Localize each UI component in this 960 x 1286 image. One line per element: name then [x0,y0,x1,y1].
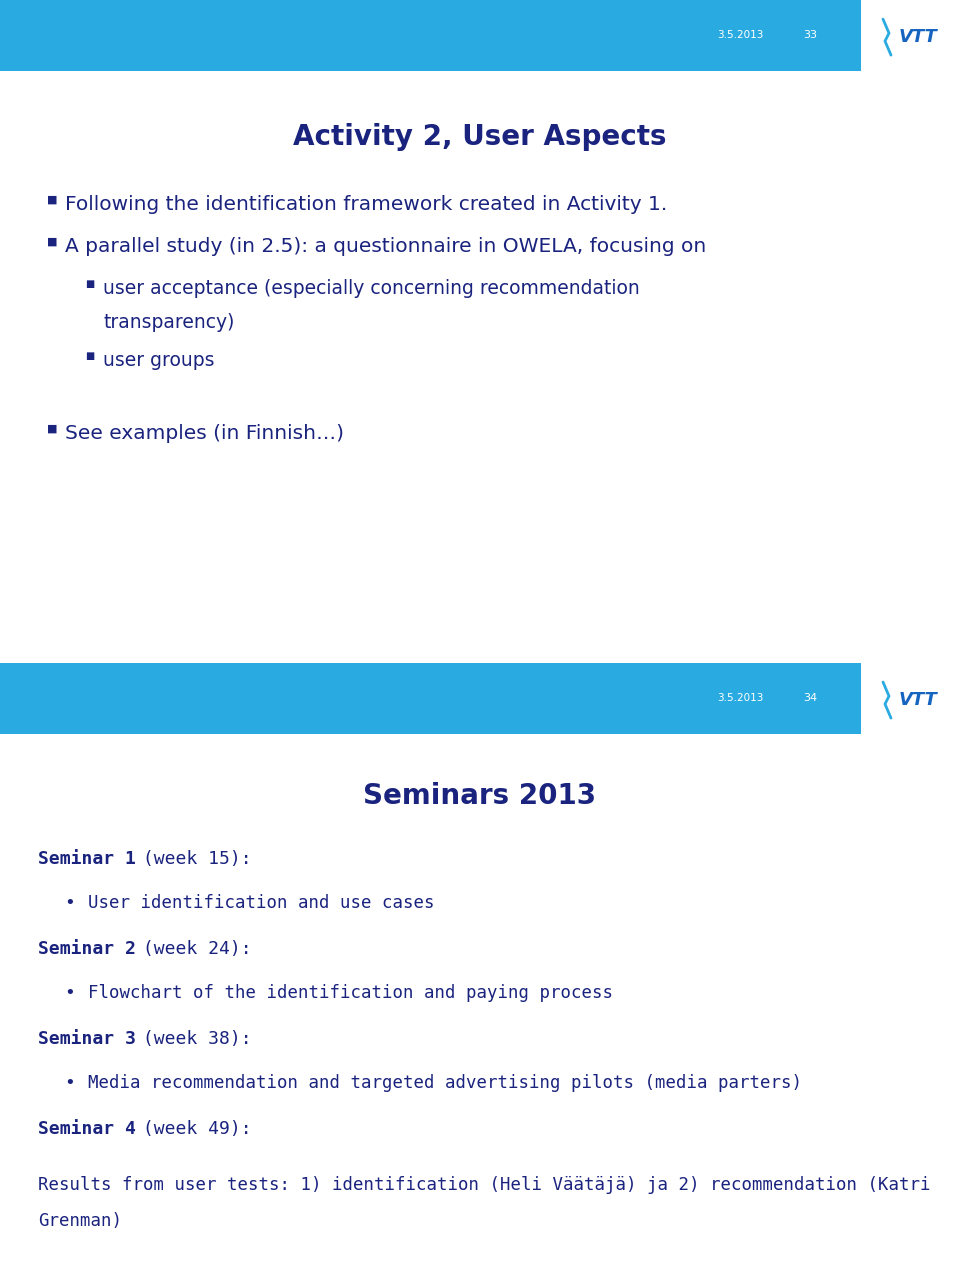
Text: Flowchart of the identification and paying process: Flowchart of the identification and payi… [88,984,613,1002]
Bar [0,664,960,733]
FancyBboxPatch shape [861,658,960,741]
Text: •: • [64,984,76,1002]
Text: VTT: VTT [899,28,938,46]
Text: See examples (in Finnish…): See examples (in Finnish…) [65,423,344,442]
Text: user acceptance (especially concerning recommendation: user acceptance (especially concerning r… [103,279,639,298]
Text: Grenman): Grenman) [38,1211,122,1229]
Text: ■: ■ [85,351,95,361]
Text: Activity 2, User Aspects: Activity 2, User Aspects [293,122,667,150]
Text: ■: ■ [47,423,58,433]
Text: •: • [64,1074,76,1092]
Text: ■: ■ [47,194,58,204]
Text: (week 49):: (week 49): [132,1120,252,1138]
Text: (week 15):: (week 15): [132,850,252,868]
Text: transparency): transparency) [103,312,234,332]
Text: Seminars 2013: Seminars 2013 [364,782,596,810]
Text: Seminar 2: Seminar 2 [38,940,136,958]
Text: (week 38):: (week 38): [132,1030,252,1048]
Text: Media recommendation and targeted advertising pilots (media parters): Media recommendation and targeted advert… [88,1074,802,1092]
Text: ■: ■ [47,237,58,247]
Text: Results from user tests: 1) identification (Heli Väätäjä) ja 2) recommendation (: Results from user tests: 1) identificati… [38,1175,930,1193]
Text: 3.5.2013: 3.5.2013 [717,693,763,703]
Text: 33: 33 [803,31,817,40]
Text: VTT: VTT [899,691,938,709]
Text: Seminar 1: Seminar 1 [38,850,136,868]
Text: A parallel study (in 2.5): a questionnaire in OWELA, focusing on: A parallel study (in 2.5): a questionnai… [65,237,707,256]
Text: 3.5.2013: 3.5.2013 [717,31,763,40]
Bar [0,0,960,71]
Text: User identification and use cases: User identification and use cases [88,894,435,912]
Text: Seminar 3: Seminar 3 [38,1030,136,1048]
Text: (week 24):: (week 24): [132,940,252,958]
Text: user groups: user groups [103,351,214,370]
Text: Following the identification framework created in Activity 1.: Following the identification framework c… [65,194,667,213]
Text: Seminar 4: Seminar 4 [38,1120,136,1138]
FancyBboxPatch shape [861,0,960,78]
Text: ■: ■ [85,279,95,289]
Text: 34: 34 [803,693,817,703]
Text: •: • [64,894,76,912]
